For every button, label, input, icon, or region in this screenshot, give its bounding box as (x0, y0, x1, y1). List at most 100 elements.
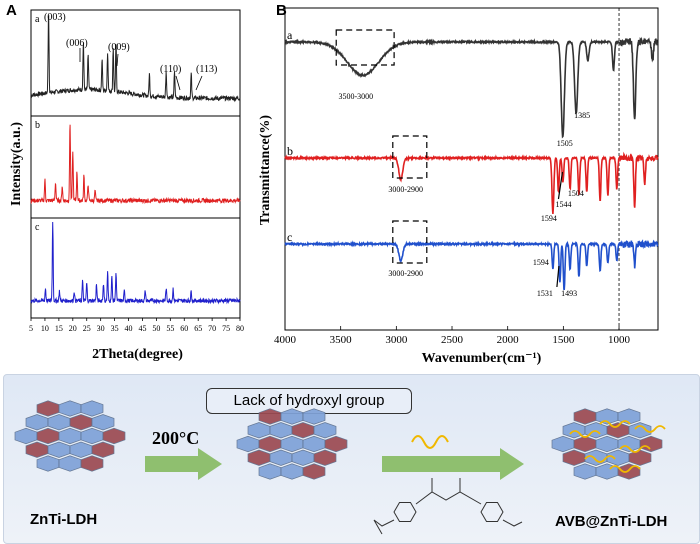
xrd-series-label-a: a (35, 14, 40, 25)
ldh-hexagon (258, 463, 282, 480)
ftir-annotation: 1504 (568, 189, 584, 198)
ftir-series-b (284, 151, 659, 214)
ftir-x-axis-label: Wavenumber(cm⁻¹) (422, 351, 542, 366)
ftir-dashed-box (392, 220, 428, 264)
ldh-hexagon (14, 427, 38, 445)
ldh-hexagon (25, 414, 49, 431)
ldh-hexagon (58, 400, 82, 417)
ldh-hexagon (617, 435, 641, 453)
arrow-loading (382, 448, 524, 480)
ldh-hexagon (584, 449, 608, 466)
ldh-hexagon (302, 463, 326, 480)
panel-label-a: A (6, 2, 17, 19)
xrd-x-tick-label: 15 (55, 324, 63, 333)
ldh-hexagon (47, 414, 71, 431)
ldh-hexagon (258, 435, 282, 453)
temperature-label: 200°C (152, 428, 200, 448)
ldh-hexagon (69, 441, 93, 458)
ftir-annotation-arrow (557, 171, 564, 200)
ldh-hexagon (573, 408, 597, 425)
ldh-hexagon (258, 408, 282, 425)
ldh-hexagon (573, 463, 597, 480)
znti-ldh-label: ZnTi-LDH (30, 511, 98, 528)
ftir-x-tick-label: 2500 (441, 334, 464, 346)
ldh-hexagon (302, 408, 326, 425)
ldh-hexagon (280, 408, 304, 425)
ldh-hexagon (25, 441, 49, 458)
ldh-hexagon (69, 414, 93, 431)
ftir-annotation: 1594 (541, 214, 557, 223)
avb-molecule-squiggle (411, 435, 449, 449)
ftir-x-tick-label: 3000 (385, 334, 408, 346)
ldh-hexagon (247, 422, 271, 439)
ftir-series-a (284, 36, 659, 139)
avb-chain (569, 430, 601, 438)
znti-ldh-cluster (14, 400, 126, 472)
ftir-x-tick-label: 1000 (608, 334, 631, 346)
benzene-ring (480, 502, 504, 522)
ldh-hexagon (324, 435, 348, 453)
ftir-annotation: 1493 (561, 289, 577, 298)
ldh-hexagon (269, 449, 293, 466)
benzene-ring (393, 502, 417, 522)
xrd-series-b (30, 124, 241, 205)
xrd-x-tick-label: 65 (194, 324, 202, 333)
xrd-annotation: (003) (44, 12, 66, 23)
xrd-series-label-c: c (35, 222, 40, 233)
ldh-hexagon (280, 463, 304, 480)
avb-chain (609, 465, 641, 473)
ldh-hexagon (606, 449, 630, 466)
xrd-x-tick-label: 80 (236, 324, 244, 333)
lack-hydroxyl-label: Lack of hydroxyl group (206, 388, 412, 414)
arrow-heating (145, 448, 222, 480)
ldh-hexagon (562, 449, 586, 466)
ftir-annotation: 3500-3000 (338, 92, 373, 101)
ldh-hexagon (36, 455, 60, 472)
methoxy (502, 519, 523, 527)
ftir-y-axis-label: Transmittance(%) (258, 115, 273, 225)
xrd-series-a (30, 14, 241, 103)
xrd-annotation-arrow (116, 53, 119, 67)
ftir-x-tick-label: 3500 (330, 334, 353, 346)
ldh-hexagon (595, 435, 619, 453)
ldh-hexagon (639, 435, 663, 453)
ldh-hexagon (573, 435, 597, 453)
avb-chain (634, 425, 666, 433)
ldh-hexagon (80, 400, 104, 417)
xrd-x-tick-label: 20 (69, 324, 77, 333)
ftir-series-label-c: c (287, 230, 292, 244)
heated-ldh-cluster (236, 408, 348, 480)
ldh-hexagon (91, 414, 115, 431)
ftir-annotation: 1505 (557, 139, 573, 148)
xrd-x-tick-label: 5 (29, 324, 33, 333)
xrd-annotation: (110) (160, 64, 181, 75)
ftir-annotation-arrow (556, 265, 560, 288)
avb-ldh-cluster (551, 408, 663, 480)
xrd-annotation: (006) (66, 38, 88, 49)
ldh-hexagon (302, 435, 326, 453)
ldh-hexagon (80, 455, 104, 472)
xrd-annotation-arrow (195, 75, 203, 91)
ldh-hexagon (280, 435, 304, 453)
avobenzone-structure (373, 478, 523, 535)
ftir-annotation: 1544 (555, 200, 571, 209)
xrd-x-tick-label: 70 (208, 324, 216, 333)
ftir-x-tick-label: 2000 (497, 334, 519, 346)
xrd-x-tick-label: 75 (222, 324, 230, 333)
xrd-annotation: (009) (108, 42, 130, 53)
ftir-x-tick-label: 1500 (552, 334, 575, 346)
ftir-annotation: 1594 (533, 258, 549, 267)
avb-chain (599, 420, 631, 428)
avb-znti-ldh-label: AVB@ZnTi-LDH (555, 513, 668, 530)
xrd-x-tick-label: 30 (97, 324, 105, 333)
ldh-hexagon (313, 449, 337, 466)
ftir-series-label-b: b (287, 144, 293, 158)
ldh-hexagon (269, 422, 293, 439)
xrd-x-tick-label: 50 (152, 324, 160, 333)
xrd-x-tick-label: 60 (180, 324, 188, 333)
tert-butyl (373, 519, 395, 535)
xrd-chart: a b c (003) (006) (009) (110) (113) 5 10 15 20 25 30 3… (9, 9, 244, 362)
xrd-y-axis-label: Intensity(a.u.) (9, 122, 24, 206)
ldh-hexagon (36, 400, 60, 417)
ftir-series-label-a: a (287, 28, 293, 42)
